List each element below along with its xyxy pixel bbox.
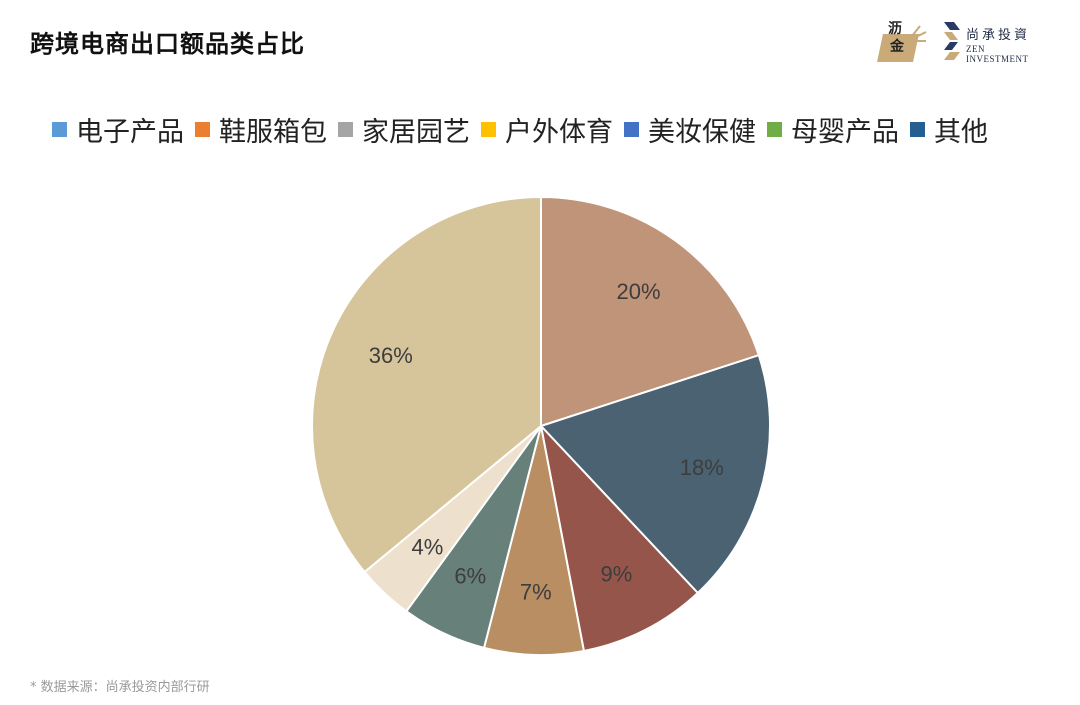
pie-slice	[539, 353, 771, 595]
pie-slice-label: 20%	[617, 279, 661, 304]
pie-slice-label: 18%	[680, 455, 724, 480]
legend-item: 母婴产品	[767, 110, 899, 149]
legend-swatch	[338, 122, 353, 137]
pie-slice	[539, 422, 700, 653]
logo-group: 沥 金 尚承投資 ZEN INVESTMENT	[877, 16, 1050, 66]
legend-label: 母婴产品	[791, 117, 899, 148]
chart-legend: 电子产品 鞋服箱包 家居园艺 户外体育 美妆保健 母婴产品 其他	[52, 110, 999, 149]
legend-label: 户外体育	[505, 117, 613, 148]
legend-label: 家居园艺	[362, 117, 470, 148]
legend-item: 鞋服箱包	[195, 110, 327, 149]
pie-slice	[311, 195, 542, 574]
legend-label: 鞋服箱包	[219, 117, 327, 148]
pie-slice	[540, 195, 761, 428]
legend-label: 电子产品	[76, 117, 184, 148]
legend-item: 家居园艺	[338, 110, 470, 149]
legend-item: 电子产品	[52, 110, 184, 149]
legend-item: 其他	[910, 110, 988, 149]
data-source-note: * 数据来源：尚承投资内部行研	[30, 680, 210, 695]
legend-item: 户外体育	[481, 110, 613, 149]
zen-logo-en-text: ZEN INVESTMENT	[966, 44, 1029, 64]
legend-label: 其他	[934, 117, 988, 148]
legend-swatch	[195, 122, 210, 137]
zen-investment-logo: 尚承投資 ZEN INVESTMENT	[942, 18, 1050, 64]
legend-item: 美妆保健	[624, 110, 756, 149]
pie-slice-label: 4%	[411, 535, 443, 560]
sunburst-icon	[911, 25, 927, 42]
zen-logo-cn-text: 尚承投資	[966, 28, 1031, 43]
pie-slice-label: 36%	[369, 343, 413, 368]
pie-slice-label: 9%	[600, 561, 632, 586]
pie-slice-label: 6%	[454, 564, 486, 589]
page-title: 跨境电商出口额品类占比	[30, 30, 305, 58]
legend-label: 美妆保健	[648, 117, 756, 148]
pie-slice-label: 7%	[520, 579, 552, 604]
legend-swatch	[767, 122, 782, 137]
lijin-logo: 沥 金	[877, 16, 928, 66]
legend-swatch	[624, 122, 639, 137]
legend-swatch	[910, 122, 925, 137]
legend-swatch	[52, 122, 67, 137]
lijin-logo-text-1: 沥	[888, 21, 902, 37]
legend-swatch	[481, 122, 496, 137]
lijin-logo-text-2: 金	[890, 39, 904, 55]
zen-emblem-icon	[944, 22, 960, 60]
